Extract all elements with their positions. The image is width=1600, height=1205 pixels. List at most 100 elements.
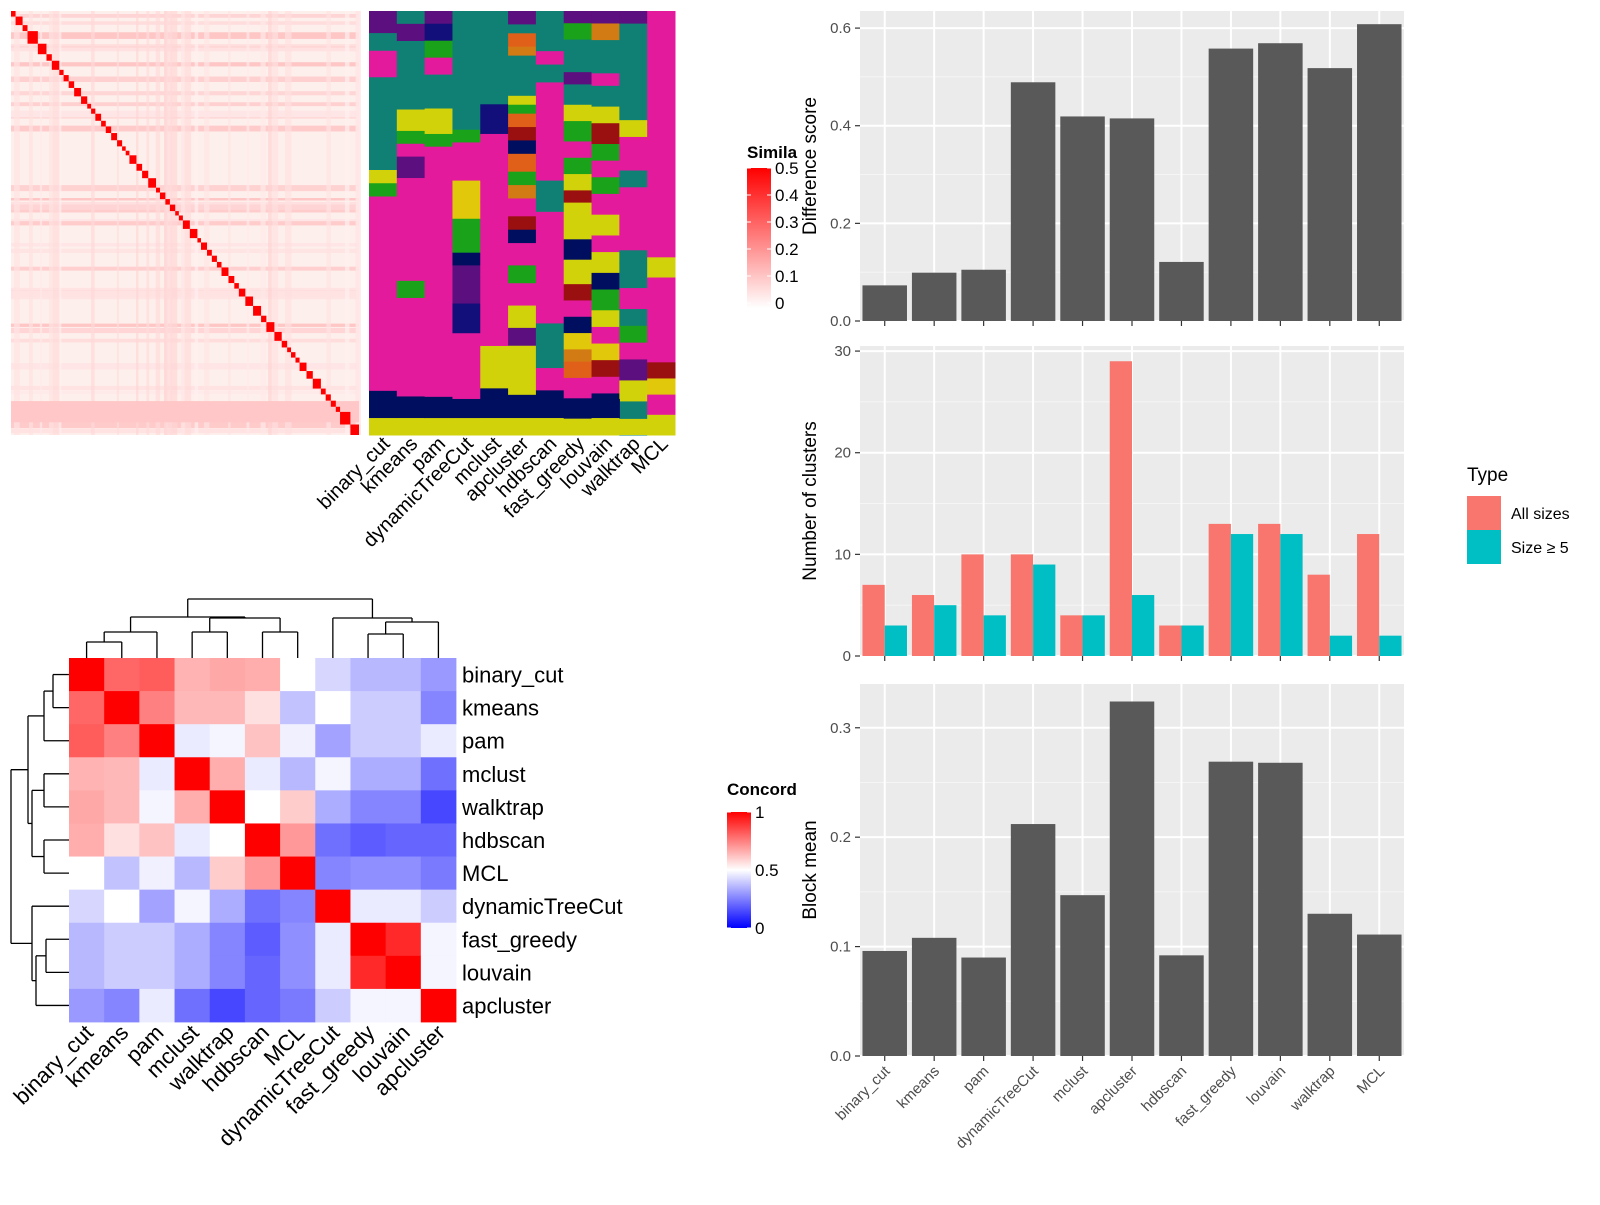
bar [961,957,1006,1056]
concordance-row-label: louvain [462,960,532,985]
y-tick-label: 0.0 [830,1048,851,1065]
membership-cell [424,108,453,135]
membership-cell [563,190,593,204]
similarity-diagonal-block [169,204,176,212]
membership-cell [508,46,537,57]
membership-cell [508,153,537,173]
similarity-diagonal-block [350,424,359,435]
bar [1010,824,1056,1056]
block-mean-chart: 0.0 0.1 0.2 0.3 Block mean binary_cut kmeans pa… [800,684,1404,1152]
concordance-cell [315,658,351,692]
bar [961,269,1006,321]
bar [911,937,957,1056]
membership-cell [619,136,648,155]
y-tick-label: 0.2 [830,215,851,232]
concordance-cell [104,790,140,824]
bar-size-ge5 [1230,534,1254,656]
concordance-cell [139,790,175,824]
bar-size-ge5 [1033,564,1056,656]
membership-cell [647,277,676,303]
membership-cell [508,140,537,155]
concordance-cell [244,691,281,725]
membership-cell [619,262,648,289]
membership-cell [563,104,593,122]
membership-cell [369,249,398,295]
concordance-cell [209,889,246,924]
concordance-row-label: dynamicTreeCut [462,894,623,919]
membership-cell [480,159,509,182]
concordance-cell [315,988,351,1023]
similarity-diagonal-block [228,275,235,284]
concordance-cell [104,955,140,990]
membership-cell [619,153,648,172]
concordance-cell [209,790,246,824]
membership-cell [480,11,509,54]
similarity-band [204,11,210,435]
bar-all-sizes [1357,534,1380,656]
membership-cell [563,202,593,220]
membership-cell [591,214,620,236]
similarity-band [246,11,250,435]
concordance-cell [315,691,351,725]
concordance-cell [350,955,387,990]
concordance-cell [244,988,281,1023]
concordance-cell [174,823,211,857]
similarity-band [39,11,43,435]
similarity-diagonal-block [287,347,292,353]
similarity-diagonal-block [340,411,351,425]
similarity-diagonal-block [46,54,52,61]
membership-cell [424,261,453,313]
concordance-legend-ticks: 10.50 [727,803,779,938]
membership-cell [563,23,593,41]
concordance-cell [209,658,246,692]
concordance-cell [69,889,105,924]
concordance-cell [315,823,351,857]
concordance-cell [174,790,211,824]
concordance-cell [139,955,175,990]
similarity-band [260,11,266,435]
similarity-diagonal-block [306,371,313,379]
membership-cell [647,184,676,206]
y-tick-label: 20 [834,445,851,462]
membership-cell [535,368,565,391]
similarity-band [155,11,161,435]
concordance-cell [385,790,422,824]
membership-cell [424,74,453,110]
concordance-cell [420,988,457,1023]
concordance-row-label: hdbscan [462,828,545,853]
membership-cell [452,36,481,71]
membership-cell [619,187,648,209]
membership-cell [563,259,593,285]
membership-cell [508,327,537,347]
membership-cell [508,24,537,34]
similarity-diagonal-block [11,11,16,17]
membership-cell [591,73,620,87]
bar-size-ge5 [1082,615,1105,656]
concordance-cell [174,889,211,924]
concordance-cell [69,724,105,758]
membership-cell [369,346,398,356]
membership-cell [563,333,593,350]
membership-cell [424,371,453,398]
concordance-cell [315,856,351,891]
membership-cell [647,342,676,363]
concordance-row-label: MCL [462,861,508,886]
membership-cell [508,372,537,396]
concordance-cell [420,955,457,990]
membership-cell [369,121,398,144]
membership-cell [369,355,398,374]
concordance-legend-tick-label: 0.5 [755,861,779,880]
membership-cell [396,11,426,25]
concordance-cell [209,922,246,957]
concordance-heatmap [69,658,457,1023]
similarity-band [29,11,33,435]
similarity-diagonal-block [159,192,166,200]
concordance-cell [244,724,281,758]
concordance-cell [280,922,316,957]
similarity-band [136,11,139,435]
similarity-diagonal-block [216,261,222,268]
similarity-band [272,11,279,435]
similarity-diagonal-block [335,406,341,412]
membership-cell [396,23,426,42]
